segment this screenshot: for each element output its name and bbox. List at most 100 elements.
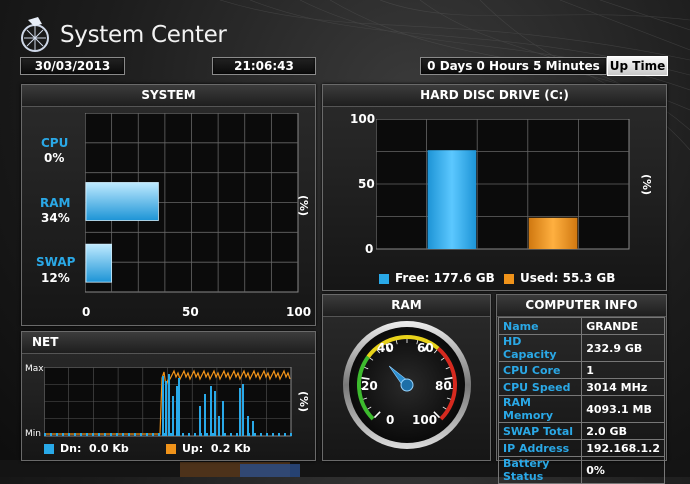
net-down-bar <box>218 433 220 436</box>
info-key: IP Address <box>499 440 582 457</box>
net-down-bar <box>116 433 118 436</box>
gauge-label-40: 40 <box>377 341 394 355</box>
net-dn-label: Dn: <box>60 442 81 455</box>
net-down-bar <box>164 433 166 436</box>
net-down-bar <box>122 433 124 436</box>
cpu-value: 0% <box>44 151 64 165</box>
net-down-bar <box>204 394 206 436</box>
used-legend-label: Used: 55.3 GB <box>520 271 615 285</box>
net-down-bar <box>242 433 244 436</box>
net-down-bar <box>199 406 201 436</box>
cpu-label: CPU <box>41 136 68 150</box>
net-down-bar <box>272 433 274 436</box>
time-display: 21:06:43 <box>212 57 316 75</box>
app-title: System Center <box>60 22 227 48</box>
net-down-bar <box>62 433 64 436</box>
ram-panel-title: RAM <box>323 295 490 317</box>
title-bar: System Center <box>8 8 680 58</box>
net-down-bar <box>152 433 154 436</box>
info-value: 4093.1 MB <box>582 396 665 423</box>
net-down-bar <box>194 433 196 436</box>
net-down-bar <box>128 433 130 436</box>
logo-icon <box>18 14 52 54</box>
net-down-bar <box>182 433 184 436</box>
net-down-bar <box>140 433 142 436</box>
ram-label: RAM <box>40 196 70 210</box>
uptime-button[interactable]: Up Time <box>607 56 668 76</box>
net-dn-value: 0.0 Kb <box>89 442 129 455</box>
net-down-bar <box>44 433 46 436</box>
net-down-bar <box>200 433 202 436</box>
disk-bar-free <box>428 150 477 249</box>
info-key: Name <box>499 318 582 335</box>
disk-panel-title: HARD DISC DRIVE (C:) <box>323 85 666 107</box>
net-down-bar <box>74 433 76 436</box>
net-down-bar <box>278 433 280 436</box>
disk-ytick-0: 0 <box>365 242 373 256</box>
up-legend-swatch <box>166 444 176 454</box>
gauge-label-80: 80 <box>435 379 452 393</box>
net-down-bar <box>252 421 254 436</box>
free-legend-label: Free: 177.6 GB <box>395 271 495 285</box>
net-down-bar <box>162 376 164 436</box>
net-down-bar <box>50 433 52 436</box>
net-down-bar <box>239 388 241 436</box>
disk-bar-chart <box>376 119 630 250</box>
net-down-bar <box>212 433 214 436</box>
net-down-bar <box>176 433 178 436</box>
swap-value: 12% <box>41 271 70 285</box>
net-down-bar <box>260 433 262 436</box>
down-legend-swatch <box>44 444 54 454</box>
disk-ytick-100: 100 <box>350 112 375 126</box>
used-legend-swatch <box>504 274 514 284</box>
system-bar-swap <box>86 244 112 282</box>
gauge-label-0: 0 <box>386 413 394 427</box>
swap-label: SWAP <box>36 255 75 269</box>
net-down-bar <box>146 433 148 436</box>
net-down-bar <box>266 433 268 436</box>
disk-panel: HARD DISC DRIVE (C:) 100 50 0 (%) Free: … <box>322 84 667 291</box>
info-value: 0% <box>582 457 665 484</box>
net-unit-label: (%) <box>297 391 310 412</box>
info-value: 3014 MHz <box>582 379 665 396</box>
free-legend-swatch <box>379 274 389 284</box>
net-down-bar <box>168 374 170 436</box>
system-axis-tick-50: 50 <box>182 305 199 319</box>
net-down-bar <box>242 384 244 436</box>
system-axis-tick-0: 0 <box>82 305 90 319</box>
system-unit-label: (%) <box>297 195 310 216</box>
disk-legend-used: Used: 55.3 GB <box>504 271 615 285</box>
net-legend-down: Dn: 0.0 Kb <box>44 442 129 455</box>
info-value: 2.0 GB <box>582 423 665 440</box>
info-key: SWAP Total <box>499 423 582 440</box>
info-value: GRANDE <box>582 318 665 335</box>
system-panel-title: SYSTEM <box>22 85 315 107</box>
net-panel: NET Max Min (%) Dn: 0.0 Kb Up: 0.2 Kb <box>21 331 316 461</box>
date-display: 30/03/2013 <box>20 57 125 75</box>
info-key: HD Capacity <box>499 335 582 362</box>
disk-unit-label: (%) <box>640 174 653 195</box>
info-key: RAM Memory <box>499 396 582 423</box>
net-down-bar <box>236 433 238 436</box>
net-down-bar <box>254 433 256 436</box>
net-down-bar <box>92 433 94 436</box>
gauge-label-60: 60 <box>417 341 434 355</box>
system-bar-chart <box>85 113 299 293</box>
system-axis-tick-100: 100 <box>286 305 311 319</box>
net-down-bar <box>248 433 250 436</box>
net-max-label: Max <box>25 364 44 374</box>
gauge-label-100: 100 <box>412 413 437 427</box>
net-down-bar <box>188 433 190 436</box>
net-down-bar <box>158 433 160 436</box>
net-down-bar <box>104 433 106 436</box>
ram-value: 34% <box>41 211 70 225</box>
net-down-bar <box>210 386 212 436</box>
uptime-display: 0 Days 0 Hours 5 Minutes <box>420 57 607 75</box>
